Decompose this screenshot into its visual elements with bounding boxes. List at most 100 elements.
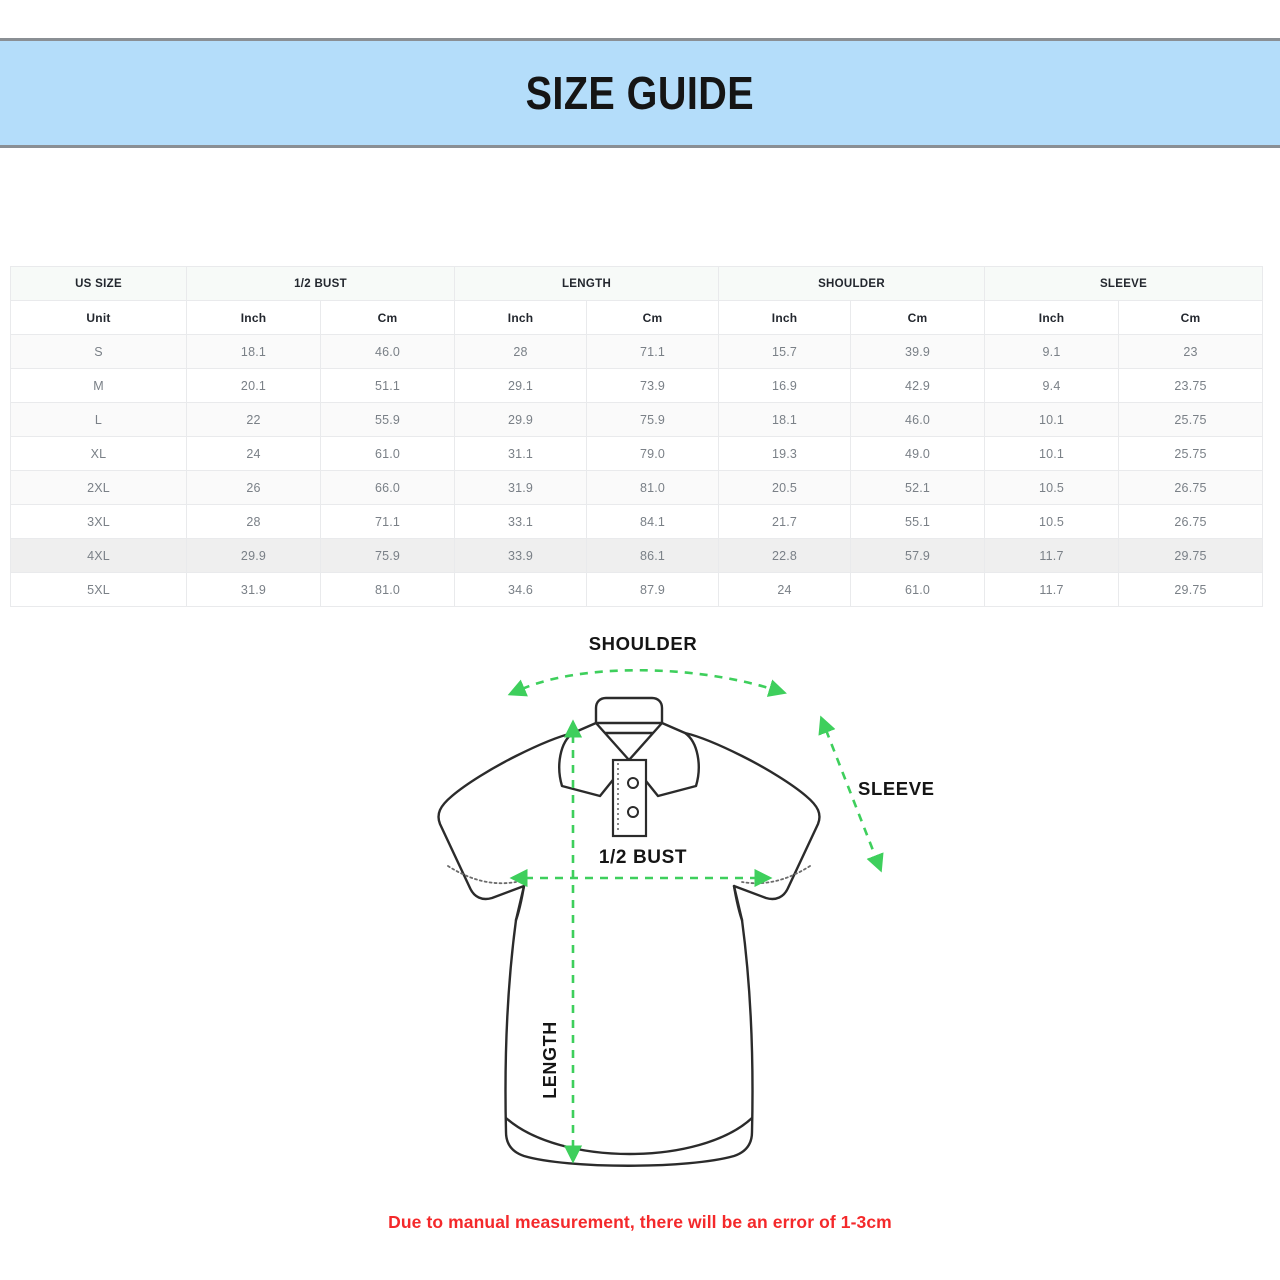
table-row: XL 24 61.0 31.1 79.0 19.3 49.0 10.1 25.7… bbox=[10, 436, 1264, 471]
cell-bust-cm: 81.0 bbox=[319, 572, 456, 607]
cell-length-cm: 81.0 bbox=[586, 470, 720, 505]
cell-length-inch: 29.9 bbox=[454, 402, 588, 437]
left-cuff-stitch bbox=[447, 865, 517, 885]
cell-bust-inch: 20.1 bbox=[186, 368, 321, 403]
sleeve-measure-arrow bbox=[818, 715, 884, 873]
cell-bust-cm: 66.0 bbox=[319, 470, 456, 505]
collar bbox=[594, 696, 664, 725]
cell-shoulder-inch: 21.7 bbox=[718, 504, 852, 539]
cell-sleeve-cm: 25.75 bbox=[1118, 436, 1264, 471]
cell-size: 5XL bbox=[10, 572, 187, 607]
cell-bust-inch: 24 bbox=[186, 436, 321, 471]
cell-bust-cm: 75.9 bbox=[319, 538, 456, 573]
cell-sleeve-inch: 10.1 bbox=[984, 436, 1120, 471]
unit-header-length-inch: Inch bbox=[454, 300, 588, 335]
cell-size: 3XL bbox=[10, 504, 187, 539]
cell-length-cm: 86.1 bbox=[586, 538, 720, 573]
cell-sleeve-inch: 9.1 bbox=[984, 334, 1120, 369]
cell-shoulder-inch: 16.9 bbox=[718, 368, 852, 403]
cell-sleeve-inch: 10.5 bbox=[984, 504, 1120, 539]
cell-sleeve-inch: 10.1 bbox=[984, 402, 1120, 437]
length-label: LENGTH bbox=[540, 1021, 560, 1099]
cell-sleeve-inch: 9.4 bbox=[984, 368, 1120, 403]
cell-shoulder-cm: 57.9 bbox=[850, 538, 986, 573]
cell-length-cm: 84.1 bbox=[586, 504, 720, 539]
shoulder-label: SHOULDER bbox=[589, 633, 698, 654]
cell-length-cm: 71.1 bbox=[586, 334, 720, 369]
group-header-bust: 1/2 BUST bbox=[185, 266, 456, 301]
unit-header-length-cm: Cm bbox=[586, 300, 720, 335]
cell-shoulder-cm: 46.0 bbox=[850, 402, 986, 437]
cell-sleeve-inch: 11.7 bbox=[984, 538, 1120, 573]
shirt-outline bbox=[437, 731, 821, 1167]
group-header-length: LENGTH bbox=[454, 266, 720, 301]
bust-label: 1/2 BUST bbox=[599, 847, 687, 868]
table-row: M 20.1 51.1 29.1 73.9 16.9 42.9 9.4 23.7… bbox=[10, 368, 1264, 403]
group-header-shoulder: SHOULDER bbox=[718, 266, 986, 301]
cell-size: 4XL bbox=[10, 538, 187, 573]
cell-bust-inch: 29.9 bbox=[186, 538, 321, 573]
cell-bust-cm: 71.1 bbox=[319, 504, 456, 539]
table-group-header-row: US SIZE 1/2 BUST LENGTH SHOULDER SLEEVE bbox=[10, 266, 1264, 301]
table-row: 4XL 29.9 75.9 33.9 86.1 22.8 57.9 11.7 2… bbox=[10, 538, 1264, 573]
button-placket bbox=[611, 758, 648, 838]
cell-sleeve-cm: 26.75 bbox=[1118, 504, 1264, 539]
cell-length-cm: 87.9 bbox=[586, 572, 720, 607]
cell-bust-cm: 55.9 bbox=[319, 402, 456, 437]
cell-bust-inch: 18.1 bbox=[186, 334, 321, 369]
cell-size: M bbox=[10, 368, 187, 403]
page-title: SIZE GUIDE bbox=[525, 67, 755, 119]
cell-shoulder-cm: 42.9 bbox=[850, 368, 986, 403]
cell-sleeve-inch: 10.5 bbox=[984, 470, 1120, 505]
cell-shoulder-cm: 55.1 bbox=[850, 504, 986, 539]
measurement-disclaimer: Due to manual measurement, there will be… bbox=[388, 1212, 892, 1232]
cell-shoulder-inch: 24 bbox=[718, 572, 852, 607]
shoulder-measure-arrow bbox=[507, 669, 787, 697]
cell-size: XL bbox=[10, 436, 187, 471]
size-table-container: US SIZE 1/2 BUST LENGTH SHOULDER SLEEVE … bbox=[10, 266, 1264, 607]
unit-header-bust-inch: Inch bbox=[186, 300, 321, 335]
cell-bust-cm: 61.0 bbox=[319, 436, 456, 471]
table-row: S 18.1 46.0 28 71.1 15.7 39.9 9.1 23 bbox=[10, 334, 1264, 369]
table-row: 2XL 26 66.0 31.9 81.0 20.5 52.1 10.5 26.… bbox=[10, 470, 1264, 505]
cell-bust-inch: 31.9 bbox=[186, 572, 321, 607]
cell-length-inch: 34.6 bbox=[454, 572, 588, 607]
cell-size: 2XL bbox=[10, 470, 187, 505]
cell-size: S bbox=[10, 334, 187, 369]
cell-bust-inch: 26 bbox=[186, 470, 321, 505]
table-row: 5XL 31.9 81.0 34.6 87.9 24 61.0 11.7 29.… bbox=[10, 572, 1264, 607]
cell-length-cm: 79.0 bbox=[586, 436, 720, 471]
group-header-sleeve: SLEEVE bbox=[984, 266, 1264, 301]
cell-sleeve-cm: 23 bbox=[1118, 334, 1264, 369]
button-icon bbox=[627, 777, 639, 789]
size-chart-table: US SIZE 1/2 BUST LENGTH SHOULDER SLEEVE … bbox=[10, 266, 1264, 607]
cell-length-inch: 31.1 bbox=[454, 436, 588, 471]
cell-length-inch: 31.9 bbox=[454, 470, 588, 505]
cell-bust-cm: 51.1 bbox=[319, 368, 456, 403]
cell-length-inch: 33.1 bbox=[454, 504, 588, 539]
cell-sleeve-cm: 29.75 bbox=[1118, 538, 1264, 573]
cell-shoulder-cm: 39.9 bbox=[850, 334, 986, 369]
cell-shoulder-inch: 18.1 bbox=[718, 402, 852, 437]
cell-sleeve-cm: 25.75 bbox=[1118, 402, 1264, 437]
table-unit-header-row: Unit Inch Cm Inch Cm Inch Cm Inch Cm bbox=[10, 300, 1264, 335]
unit-header-shoulder-inch: Inch bbox=[718, 300, 852, 335]
cell-shoulder-cm: 49.0 bbox=[850, 436, 986, 471]
cell-shoulder-cm: 61.0 bbox=[850, 572, 986, 607]
cell-shoulder-inch: 19.3 bbox=[718, 436, 852, 471]
group-header-us-size: US SIZE bbox=[10, 266, 187, 301]
unit-header-shoulder-cm: Cm bbox=[850, 300, 986, 335]
cell-shoulder-inch: 22.8 bbox=[718, 538, 852, 573]
cell-sleeve-cm: 29.75 bbox=[1118, 572, 1264, 607]
cell-bust-inch: 28 bbox=[186, 504, 321, 539]
cell-sleeve-cm: 26.75 bbox=[1118, 470, 1264, 505]
cell-sleeve-cm: 23.75 bbox=[1118, 368, 1264, 403]
cell-length-inch: 28 bbox=[454, 334, 588, 369]
unit-header-sleeve-cm: Cm bbox=[1118, 300, 1264, 335]
unit-header-unit: Unit bbox=[10, 300, 187, 335]
sleeve-label: SLEEVE bbox=[858, 778, 935, 799]
polo-shirt-diagram: SHOULDER SLEEVE 1/2 BUST LENGTH bbox=[0, 620, 1280, 1200]
size-guide-banner: SIZE GUIDE bbox=[0, 38, 1280, 148]
cell-bust-cm: 46.0 bbox=[319, 334, 456, 369]
